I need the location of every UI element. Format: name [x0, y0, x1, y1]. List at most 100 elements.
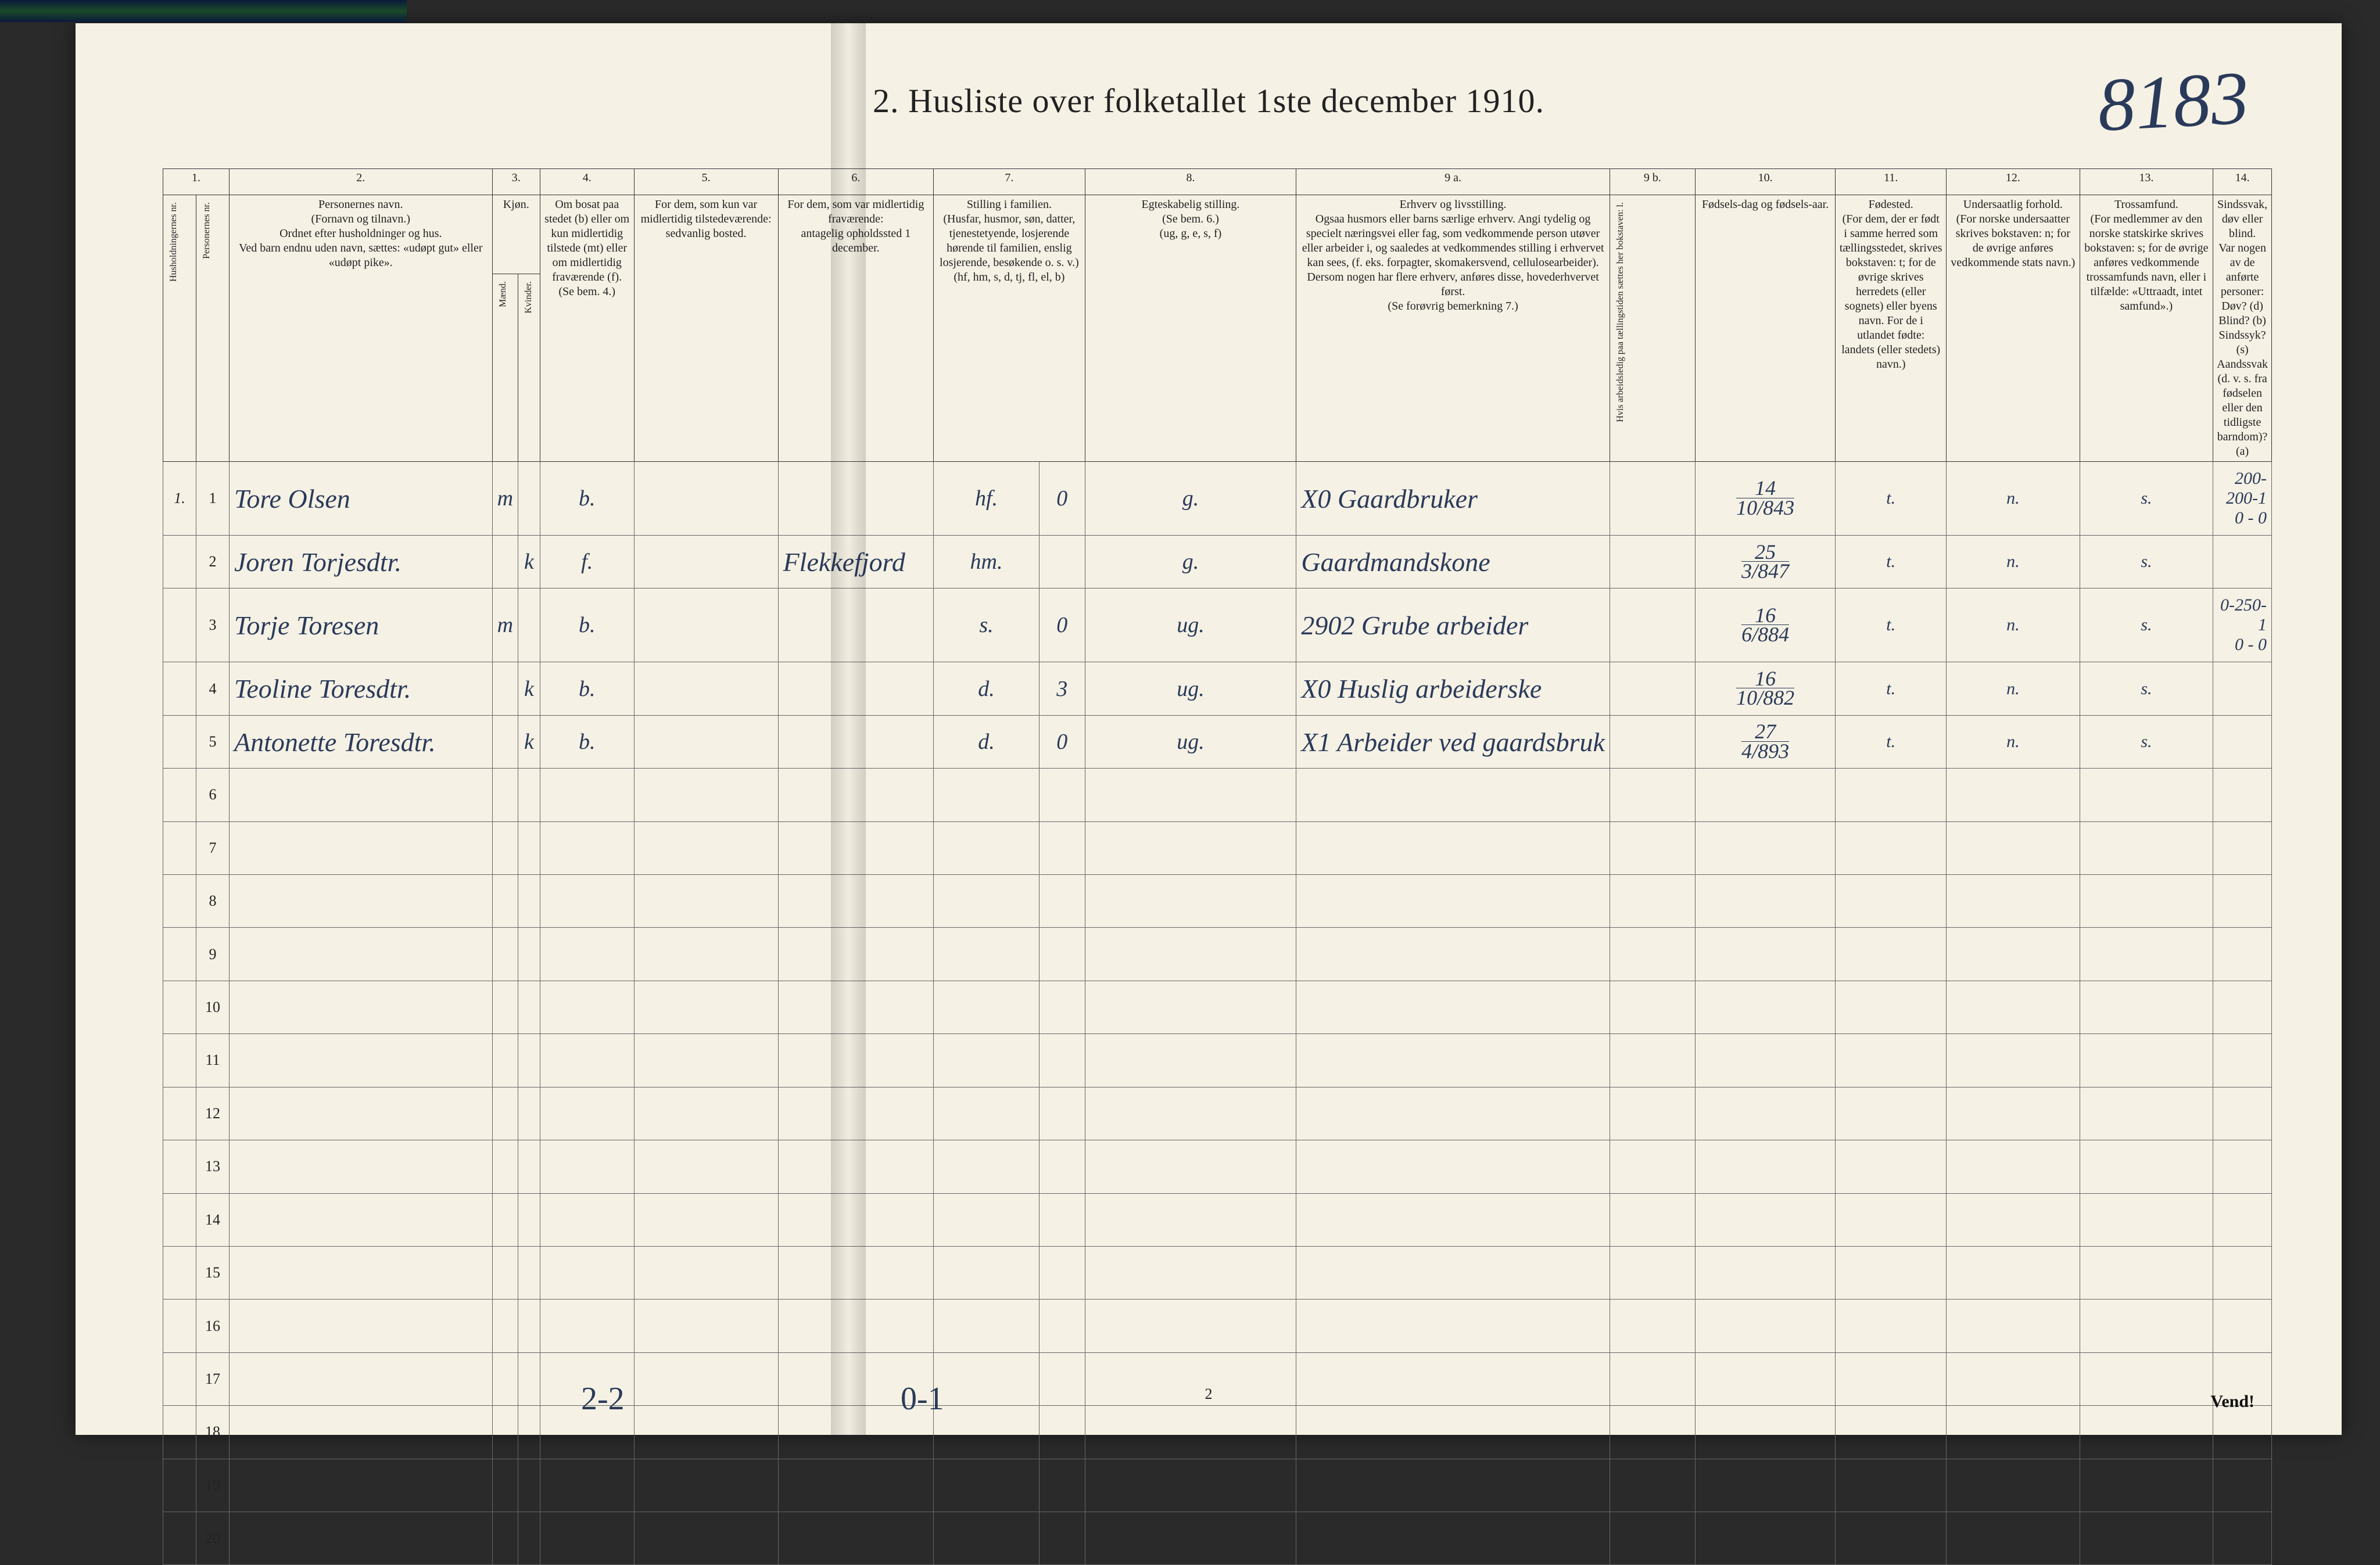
- cell-empty: [1085, 1352, 1296, 1405]
- cell-birthplace: t.: [1836, 662, 1947, 715]
- cell-empty: [540, 1459, 634, 1512]
- cell-household-nr: [163, 1034, 196, 1087]
- cell-empty: [1296, 1087, 1610, 1140]
- cell-empty: [934, 875, 1040, 928]
- cell-empty: [2213, 981, 2272, 1033]
- cell-empty: [518, 769, 540, 821]
- column-number: 13.: [2080, 169, 2213, 195]
- cell-empty: [1695, 875, 1836, 928]
- cell-empty: [518, 1512, 540, 1565]
- cell-residence: b.: [540, 588, 634, 662]
- cell-empty: [492, 1140, 518, 1193]
- cell-empty: [934, 1034, 1040, 1087]
- cell-empty: [634, 1406, 778, 1459]
- cell-empty: [634, 1087, 778, 1140]
- cell-sex-m: m: [492, 462, 518, 536]
- cell-empty: [230, 1512, 493, 1565]
- cell-empty: [1610, 1087, 1695, 1140]
- cell-empty: [634, 875, 778, 928]
- column-number: 2.: [230, 169, 493, 195]
- cell-sex-k: k: [518, 536, 540, 588]
- cell-empty: [1610, 821, 1695, 874]
- header-nationality: Undersaatlig forhold. (For norske unders…: [1947, 195, 2080, 462]
- cell-empty: [2213, 1087, 2272, 1140]
- cell-occupation: X0 Huslig arbeiderske: [1296, 662, 1610, 715]
- cell-empty: [2213, 1300, 2272, 1352]
- book-spine: [831, 23, 866, 1435]
- cell-empty: [1947, 928, 2080, 981]
- cell-empty: [1836, 1246, 1947, 1299]
- cell-empty: [1039, 821, 1085, 874]
- cell-empty: [934, 981, 1040, 1033]
- cell-empty: [1085, 1406, 1296, 1459]
- table-row-empty: 9: [163, 928, 2272, 981]
- cell-empty: [934, 1459, 1040, 1512]
- cell-empty: [1610, 1512, 1695, 1565]
- cell-empty: [518, 1352, 540, 1405]
- column-number: 12.: [1947, 169, 2080, 195]
- cell-sex-m: [492, 715, 518, 768]
- table-row: 2Joren Torjesdtr.kf.Flekkefjordhm.g.Gaar…: [163, 536, 2272, 588]
- cell-empty: [540, 1087, 634, 1140]
- cell-empty: [1836, 1459, 1947, 1512]
- cell-person-nr: 18: [196, 1406, 230, 1459]
- cell-empty: [1610, 875, 1695, 928]
- cell-empty: [634, 1352, 778, 1405]
- cell-person-nr: 10: [196, 981, 230, 1033]
- cell-empty: [1085, 1087, 1296, 1140]
- table-wrapper: 1.2.3.4.5.6.7.8.9 a.9 b.10.11.12.13.14. …: [163, 168, 2272, 1365]
- cell-household-nr: [163, 1087, 196, 1140]
- cell-person-nr: 13: [196, 1140, 230, 1193]
- cell-empty: [1836, 1087, 1947, 1140]
- header-disability: Sindssvak, døv eller blind. Var nogen av…: [2213, 195, 2272, 462]
- table-row-empty: 7: [163, 821, 2272, 874]
- cell-name: Tore Olsen: [230, 462, 493, 536]
- table-header: 1.2.3.4.5.6.7.8.9 a.9 b.10.11.12.13.14. …: [163, 169, 2272, 462]
- cell-person-nr: 3: [196, 588, 230, 662]
- cell-empty: [1039, 981, 1085, 1033]
- table-row-empty: 17: [163, 1352, 2272, 1405]
- cell-household-nr: [163, 715, 196, 768]
- cell-marital: ug.: [1085, 588, 1296, 662]
- cell-temp-present: [634, 588, 778, 662]
- cell-empty: [1085, 769, 1296, 821]
- cell-faith: s.: [2080, 536, 2213, 588]
- cell-empty: [230, 1140, 493, 1193]
- cell-empty: [518, 821, 540, 874]
- cell-empty: [1296, 1246, 1610, 1299]
- cell-person-nr: 2: [196, 536, 230, 588]
- cell-empty: [634, 821, 778, 874]
- cell-empty: [1836, 1140, 1947, 1193]
- cell-name: Torje Toresen: [230, 588, 493, 662]
- cell-birthplace: t.: [1836, 536, 1947, 588]
- cell-person-nr: 11: [196, 1034, 230, 1087]
- cell-household-nr: [163, 769, 196, 821]
- cell-empty: [1947, 1140, 2080, 1193]
- cell-empty: [1085, 1512, 1296, 1565]
- header-residence: Om bosat paa stedet (b) eller om kun mid…: [540, 195, 634, 462]
- cell-empty: [1296, 928, 1610, 981]
- header-female: Kvinder.: [522, 277, 536, 318]
- cell-household-nr: [163, 928, 196, 981]
- table-row-empty: 11: [163, 1034, 2272, 1087]
- header-birthdate: Fødsels-dag og fødsels-aar.: [1695, 195, 1836, 462]
- header-person-nr: Personernes nr.: [200, 198, 214, 264]
- cell-empty: [1610, 1246, 1695, 1299]
- cell-empty: [540, 1512, 634, 1565]
- cell-empty: [934, 1406, 1040, 1459]
- column-header-row: Husholdningernes nr. Personernes nr. Per…: [163, 195, 2272, 274]
- cell-residence: b.: [540, 462, 634, 536]
- cell-empty: [1610, 1034, 1695, 1087]
- cell-sex-k: k: [518, 715, 540, 768]
- cell-birthdate: 253/847: [1695, 536, 1836, 588]
- table-row-empty: 6: [163, 769, 2272, 821]
- cell-person-nr: 20: [196, 1512, 230, 1565]
- cell-empty: [634, 1034, 778, 1087]
- cell-empty: [1695, 1459, 1836, 1512]
- cell-household-nr: [163, 821, 196, 874]
- cell-empty: [492, 981, 518, 1033]
- cell-marital: g.: [1085, 462, 1296, 536]
- cell-empty: [1296, 1140, 1610, 1193]
- cell-faith: s.: [2080, 462, 2213, 536]
- cell-empty: [1695, 1406, 1836, 1459]
